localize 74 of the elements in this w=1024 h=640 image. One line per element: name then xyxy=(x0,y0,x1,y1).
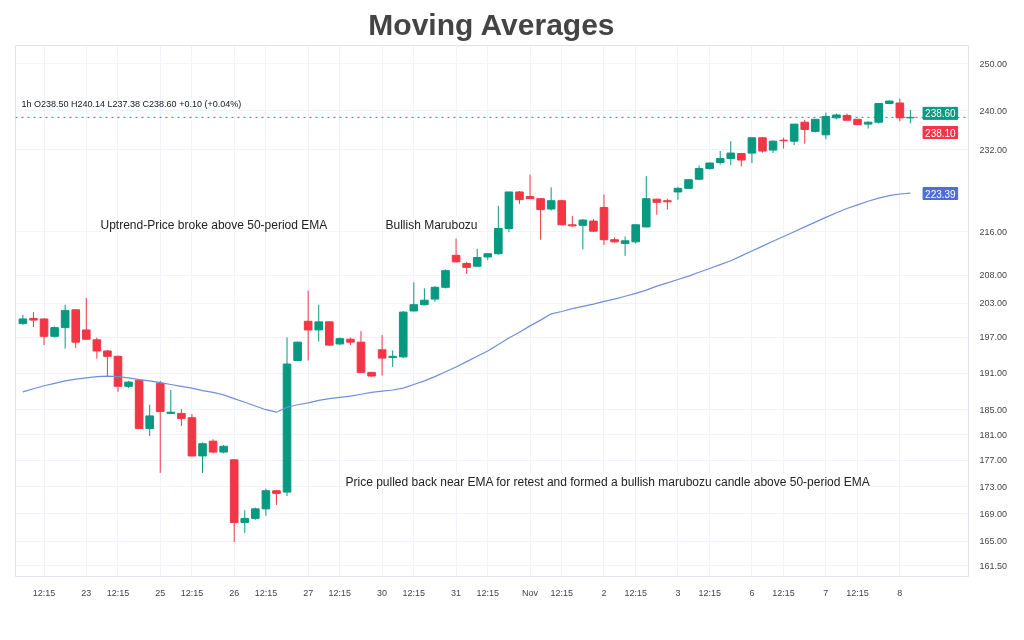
chart-title: Moving Averages xyxy=(368,7,615,41)
candlestick xyxy=(895,98,905,122)
x-tick-label: 23 xyxy=(81,587,92,598)
y-tick-label: 177.00 xyxy=(979,455,1008,466)
x-tick-label: 31 xyxy=(451,587,462,598)
y-tick-label: 250.00 xyxy=(979,58,1008,69)
candlestick xyxy=(747,137,757,164)
candlestick xyxy=(673,186,683,201)
candlestick xyxy=(261,488,271,517)
candlestick xyxy=(536,197,545,241)
y-tick-label: 185.00 xyxy=(979,404,1008,415)
y-tick-label: 197.00 xyxy=(979,332,1008,343)
x-tick-label: 12:15 xyxy=(254,587,278,598)
candlestick xyxy=(863,120,873,129)
candlestick xyxy=(546,186,556,212)
candlestick xyxy=(240,509,250,534)
candlestick xyxy=(409,281,419,313)
x-tick-label: 3 xyxy=(675,587,681,598)
y-tick-label: 203.00 xyxy=(979,298,1008,309)
x-tick-label: 12:15 xyxy=(476,587,500,598)
x-tick-label: 25 xyxy=(155,587,166,598)
x-tick-label: 6 xyxy=(749,587,755,598)
candlestick xyxy=(303,290,313,361)
x-tick-label: 12:15 xyxy=(624,587,647,598)
candlestick xyxy=(103,349,112,378)
candlestick xyxy=(578,218,588,250)
candlestick xyxy=(166,389,176,415)
annotation: Price pulled back near EMA for retest and formed a bullish marubozu candle above 50-period EMA xyxy=(345,474,870,489)
line-series xyxy=(22,192,911,413)
x-tick-label: 27 xyxy=(303,587,314,598)
y-tick-label: 240.00 xyxy=(979,105,1008,116)
candlestick xyxy=(92,336,102,360)
x-tick-label: 12:15 xyxy=(772,587,795,598)
x-tick-label: 12:15 xyxy=(846,587,869,598)
y-tick-label: 173.00 xyxy=(979,481,1008,492)
ref-line-label: 238.60 xyxy=(925,108,957,120)
candlestick xyxy=(451,238,461,263)
candlestick xyxy=(377,334,387,376)
candlestick xyxy=(800,119,810,145)
candlestick xyxy=(324,320,334,347)
x-tick-label: 8 xyxy=(897,587,903,598)
y-tick-label: 161.50 xyxy=(979,560,1008,571)
y-tick-label: 232.00 xyxy=(979,144,1008,155)
y-tick-label: 181.00 xyxy=(979,429,1008,440)
candlestick xyxy=(39,317,49,346)
x-tick-label: 26 xyxy=(229,587,240,598)
candlestick xyxy=(60,304,70,350)
y-tick-label: 165.00 xyxy=(979,536,1008,547)
text: 238.10 xyxy=(925,127,957,139)
x-tick-label: 12:15 xyxy=(180,587,204,598)
candlestick xyxy=(314,304,324,343)
x-tick-label: 12:15 xyxy=(106,587,130,598)
y-tick-label: 191.00 xyxy=(979,368,1008,379)
candlestick xyxy=(81,297,91,341)
x-tick-label: 12:15 xyxy=(402,587,426,598)
x-tick-label: 30 xyxy=(377,587,388,598)
x-tick-label: 12:15 xyxy=(328,587,352,598)
y-tick-label: 169.00 xyxy=(979,508,1008,519)
x-tick-label: 12:15 xyxy=(698,587,721,598)
x-tick-label: 12:15 xyxy=(32,587,56,598)
x-tick-label: 12:15 xyxy=(550,587,573,598)
x-tick-label: Nov xyxy=(522,587,539,598)
candlestick xyxy=(198,441,207,474)
candlestick xyxy=(145,404,154,437)
annotation: Bullish Marubozu xyxy=(385,217,478,232)
x-tick-label: 2 xyxy=(601,587,607,598)
x-tick-label: 7 xyxy=(823,587,829,598)
y-tick-label: 208.00 xyxy=(979,270,1008,281)
annotation: Uptrend-Price broke above 50-period EMA xyxy=(100,217,328,232)
text: 1h O238.50 H240.14 L237.38 C238.60 +0.10 (+0.04%) xyxy=(21,98,242,109)
candlestick xyxy=(789,123,799,146)
candlestick xyxy=(525,174,535,200)
text: 223.39 xyxy=(925,188,957,200)
y-tick-label: 216.00 xyxy=(979,226,1008,237)
